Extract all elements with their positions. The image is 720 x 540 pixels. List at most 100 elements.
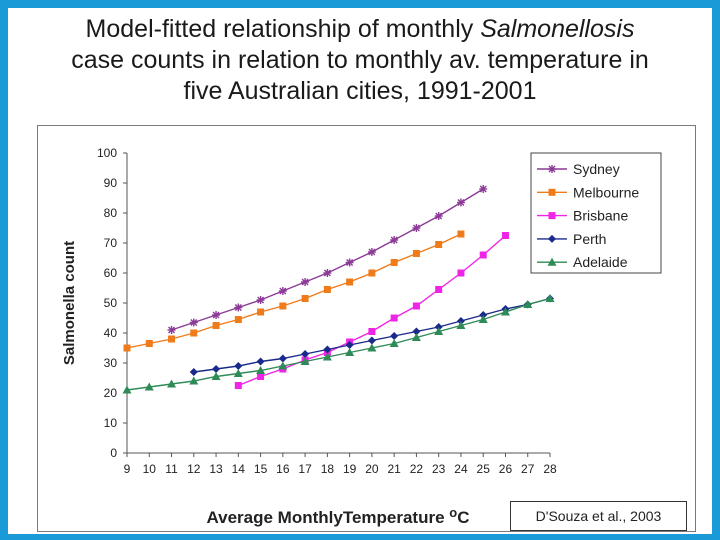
line-chart: 0 10 20 30 40 50 60 70 80 90 100 9 10 11 12 13 14 15 16 17 1…: [61, 146, 662, 527]
series-line-perth: [193, 297, 551, 373]
title-italic: Salmonellosis: [480, 15, 635, 43]
x-tick-label: 20: [365, 462, 379, 476]
title-line-1: Model-fitted relationship of monthly Sal…: [8, 14, 712, 45]
data-point-sydney: [189, 318, 198, 327]
data-point-melbourne: [390, 259, 398, 266]
legend-marker-melbourne: [548, 188, 556, 196]
data-point-melbourne: [123, 344, 131, 352]
x-tick-label: 28: [543, 462, 557, 476]
slide-title: Model-fitted relationship of monthly Sal…: [8, 14, 712, 107]
x-axis-label-unit-c: C: [457, 508, 469, 527]
data-point-melbourne: [435, 241, 443, 248]
data-point-adelaide: [389, 339, 399, 347]
citation-box: D'Souza et al., 2003: [510, 501, 687, 531]
data-point-melbourne: [257, 308, 265, 316]
data-point-sydney: [323, 269, 332, 277]
legend-label-adelaide: Adelaide: [573, 254, 628, 270]
x-tick-label: 21: [387, 462, 401, 476]
y-tick-label: 10: [104, 416, 118, 430]
data-point-melbourne: [190, 329, 198, 337]
series-line-melbourne: [126, 233, 462, 349]
x-tick-label: 27: [521, 462, 535, 476]
data-point-brisbane: [501, 232, 509, 239]
y-axis-label: Salmonella count: [61, 241, 78, 365]
data-point-sydney: [212, 311, 221, 319]
y-tick-label: 70: [104, 236, 118, 250]
data-point-adelaide: [300, 357, 310, 365]
data-point-adelaide: [144, 382, 154, 391]
data-point-melbourne: [323, 286, 331, 293]
data-point-sydney: [278, 287, 287, 295]
data-point-adelaide: [478, 315, 488, 323]
data-point-adelaide: [434, 327, 444, 335]
y-tick-label: 90: [104, 176, 118, 190]
data-point-sydney: [345, 258, 354, 267]
data-point-brisbane: [257, 373, 265, 380]
data-point-melbourne: [346, 278, 354, 286]
data-point-adelaide: [345, 348, 355, 356]
series-line-sydney: [171, 188, 484, 331]
data-point-perth: [345, 341, 354, 349]
data-point-melbourne: [168, 335, 176, 343]
y-tick-label: 30: [104, 356, 118, 370]
x-tick-label: 25: [477, 462, 491, 476]
data-point-melbourne: [279, 302, 287, 310]
series-line-brisbane: [238, 234, 506, 387]
x-tick-label: 23: [432, 462, 446, 476]
data-point-adelaide: [545, 294, 555, 302]
x-tick-label: 10: [143, 462, 157, 476]
data-point-adelaide: [211, 372, 221, 380]
data-point-brisbane: [412, 302, 420, 310]
data-point-sydney: [256, 296, 265, 304]
y-tick-label: 20: [104, 386, 118, 400]
y-tick-label: 100: [97, 146, 117, 160]
slide: Model-fitted relationship of monthly Sal…: [8, 8, 712, 534]
legend-label-sydney: Sydney: [573, 161, 620, 177]
legend-marker-brisbane: [548, 212, 556, 220]
data-point-adelaide: [322, 352, 332, 361]
x-tick-label: 24: [454, 462, 468, 476]
legend-marker-sydney: [548, 165, 556, 173]
chart-frame: 0 10 20 30 40 50 60 70 80 90 100 9 10 11 12 13 14 15 16 17 1…: [37, 125, 696, 532]
data-point-perth: [412, 327, 421, 336]
legend-marker-adelaide: [547, 257, 557, 266]
series-line-adelaide: [126, 297, 551, 391]
x-axis-label-text: Average MonthlyTemperature: [206, 508, 449, 527]
legend-marker-perth: [548, 234, 556, 243]
data-point-perth: [390, 332, 399, 340]
x-tick-label: 9: [124, 462, 131, 476]
data-point-sydney: [301, 278, 310, 286]
data-point-perth: [323, 345, 332, 354]
legend-label-perth: Perth: [573, 231, 606, 247]
data-point-adelaide: [411, 333, 421, 341]
data-point-perth: [212, 365, 221, 373]
data-point-adelaide: [256, 366, 266, 374]
data-point-sydney: [479, 185, 488, 193]
data-point-melbourne: [368, 269, 376, 277]
data-point-sydney: [234, 303, 243, 312]
x-tick-label: 13: [209, 462, 223, 476]
y-tick-label: 60: [104, 266, 118, 280]
x-tick-label: 16: [276, 462, 290, 476]
data-point-melbourne: [145, 340, 153, 347]
x-tick-label: 14: [232, 462, 246, 476]
x-tick-label: 26: [499, 462, 513, 476]
data-point-adelaide: [278, 361, 288, 370]
data-point-adelaide: [189, 376, 199, 385]
x-tick-label: 11: [165, 462, 178, 476]
x-tick-label: 19: [343, 462, 357, 476]
y-tick-label: 0: [110, 446, 117, 460]
data-point-adelaide: [456, 321, 466, 329]
legend-label-melbourne: Melbourne: [573, 184, 639, 200]
data-point-perth: [189, 368, 198, 376]
data-point-brisbane: [234, 382, 242, 389]
x-axis-label-unit: o: [449, 505, 457, 520]
data-point-sydney: [367, 248, 376, 256]
x-tick-label: 12: [187, 462, 201, 476]
data-point-melbourne: [234, 316, 242, 323]
data-point-adelaide: [233, 369, 243, 377]
x-tick-label: 17: [298, 462, 312, 476]
data-point-brisbane: [457, 269, 465, 277]
data-point-adelaide: [167, 379, 177, 388]
x-tick-label: 15: [254, 462, 268, 476]
